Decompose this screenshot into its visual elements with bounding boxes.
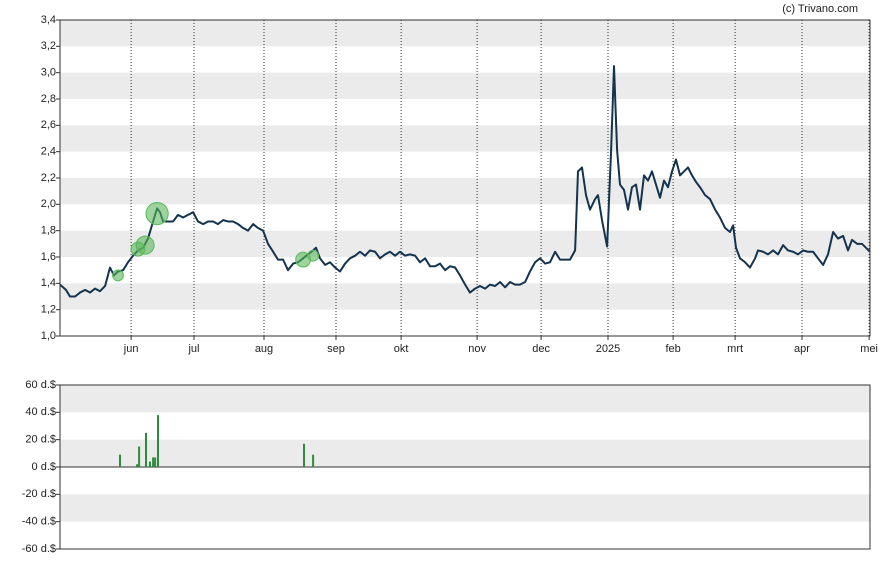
band — [60, 72, 870, 99]
bubble — [307, 249, 320, 262]
band — [60, 283, 870, 310]
x-tick-label: sep — [327, 343, 345, 355]
bar — [157, 415, 159, 467]
band — [60, 439, 870, 467]
bar — [145, 432, 147, 467]
x-tick-label: mei — [860, 343, 878, 355]
y-tick-label: 1,4 — [41, 277, 56, 289]
y-tick-label: 1,0 — [41, 330, 56, 342]
y-tick-label: 1,8 — [41, 225, 56, 237]
band — [60, 178, 870, 205]
y-tick-label: 2,4 — [41, 146, 56, 158]
y-tick-label: 60 d.$ — [25, 379, 56, 391]
x-tick-label: 2025 — [596, 343, 620, 355]
y-tick-label: 20 d.$ — [25, 434, 56, 446]
bar — [136, 464, 139, 467]
y-tick-label: 3,0 — [41, 67, 56, 79]
y-tick-label: 40 d.$ — [25, 406, 56, 418]
bar — [303, 443, 305, 467]
bubble — [112, 269, 124, 282]
x-tick-label: okt — [394, 343, 409, 355]
bar — [149, 461, 151, 467]
y-tick-label: 2,2 — [41, 172, 56, 184]
x-tick-label: aug — [255, 343, 273, 355]
y-tick-label: 0 d.$ — [32, 461, 56, 473]
band — [60, 125, 870, 152]
y-tick-label: 3,2 — [41, 40, 56, 52]
y-tick-label: 1,2 — [41, 304, 56, 316]
x-tick-label: nov — [468, 343, 486, 355]
y-tick-label: 2,6 — [41, 119, 56, 131]
credit: (c) Trivano.com — [782, 3, 858, 15]
y-tick-label: 1,6 — [41, 251, 56, 263]
bar — [152, 457, 155, 467]
bar — [119, 454, 121, 467]
y-tick-label: 2,0 — [41, 198, 56, 210]
band — [60, 385, 870, 413]
band — [60, 20, 870, 47]
x-tick-label: dec — [532, 343, 550, 355]
y-tick-label: -20 d.$ — [22, 488, 56, 500]
x-tick-label: mrt — [727, 343, 743, 355]
plot-frame — [59, 19, 871, 337]
band — [60, 230, 870, 257]
bar — [138, 446, 141, 467]
y-tick-label: -60 d.$ — [22, 543, 56, 555]
bubble — [130, 241, 146, 257]
bubble — [145, 201, 169, 226]
bar — [154, 457, 157, 467]
x-tick-label: feb — [665, 343, 680, 355]
x-tick-label: apr — [794, 343, 810, 355]
x-tick-label: jun — [123, 343, 139, 355]
bar — [312, 454, 315, 467]
price-line — [59, 65, 871, 298]
y-tick-label: -40 d.$ — [22, 516, 56, 528]
y-tick-label: 3,4 — [41, 14, 56, 26]
x-tick-label: jul — [187, 343, 199, 355]
y-tick-label: 2,8 — [41, 93, 56, 105]
band — [60, 494, 870, 522]
